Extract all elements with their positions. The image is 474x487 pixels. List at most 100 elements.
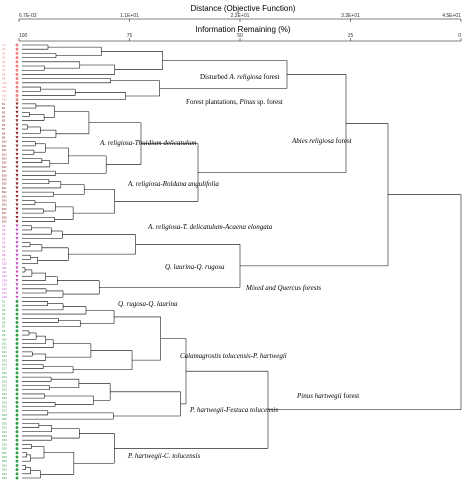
leaf-label: D27 [2, 409, 7, 413]
leaf-label: A13 [2, 93, 7, 97]
distance-axis-title: Distance (Objective Function) [191, 4, 296, 13]
leaf-marker-circle [15, 299, 19, 303]
leaf-marker-triangle [15, 262, 19, 266]
leaf-marker-circle [15, 346, 19, 350]
leaf-marker-triangle [15, 207, 19, 211]
leaf-marker-circle [15, 325, 19, 329]
leaf-marker-triangle [15, 131, 19, 135]
distance-tick-label: 3.3E+01 [341, 13, 360, 19]
leaf-marker-circle [15, 93, 19, 97]
leaf-marker-triangle [15, 110, 19, 114]
leaf-label: B4 [2, 114, 6, 118]
leaf-marker-circle [15, 354, 19, 358]
leaf-label: D24 [2, 396, 7, 400]
leaf-label: D43 [2, 476, 7, 480]
distance-tick-label: 6.7E-03 [19, 13, 37, 19]
distance-tick-label: 1.1E+01 [120, 13, 139, 19]
leaf-label: C3 [2, 232, 6, 236]
clade-label-abies-religiosa-forest: Abies religiosa forest [291, 137, 352, 145]
leaf-label: B20 [2, 182, 7, 186]
clade-label-religiosa-thuidium: A. religiosa-Thuidium delicatulum [99, 139, 196, 147]
leaf-marker-triangle [15, 127, 19, 131]
leaf-marker-triangle [15, 119, 19, 123]
leaf-label: B17 [2, 169, 7, 173]
clade-label-pinus-hartwegii-forest: Pinus hartwegii forest [296, 392, 359, 400]
leaf-label: B26 [2, 207, 7, 211]
leaf-label: D1 [2, 299, 6, 303]
leaf-label: C10 [2, 262, 7, 266]
leaf-label: B3 [2, 110, 6, 114]
leaf-label: D13 [2, 350, 7, 354]
leaf-label: A1 [2, 43, 6, 47]
leaf-label: D42 [2, 472, 7, 476]
leaf-marker-triangle [15, 236, 19, 240]
distance-tick-label: 2.2E+01 [231, 13, 250, 19]
leaf-label: B23 [2, 194, 7, 198]
leaf-marker-triangle [15, 228, 19, 232]
leaf-marker-triangle [15, 140, 19, 144]
leaf-label: C9 [2, 257, 6, 261]
leaf-marker-circle [15, 434, 19, 438]
leaf-label: C6 [2, 245, 6, 249]
leaf-label: A2 [2, 47, 6, 51]
leaf-marker-triangle [15, 182, 19, 186]
leaf-marker-triangle [15, 215, 19, 219]
leaf-marker-circle [15, 363, 19, 366]
clade-label-calamagrostis: Calamagrostis tolucensis-P. hartwegii [180, 352, 287, 360]
leaf-label: D36 [2, 447, 7, 451]
leaf-marker-circle [15, 472, 19, 476]
leaf-marker-circle [15, 304, 19, 308]
leaf-label: D35 [2, 442, 7, 446]
leaf-label: C13 [2, 274, 7, 278]
leaf-label: D21 [2, 384, 7, 388]
leaf-marker-circle [15, 43, 19, 47]
leaf-label: D41 [2, 468, 7, 472]
leaf-label: A5 [2, 60, 6, 64]
leaf-label: B16 [2, 165, 7, 169]
leaf-marker-circle [15, 426, 19, 430]
leaf-label: D12 [2, 346, 7, 350]
leaf-label: B10 [2, 140, 7, 144]
leaf-marker-triangle [15, 224, 19, 228]
leaf-label: A14 [2, 98, 7, 102]
leaf-marker-circle [15, 89, 19, 93]
leaf-label: C17 [2, 291, 7, 295]
leaf-marker-circle [15, 455, 19, 459]
leaf-marker-circle [15, 350, 19, 354]
leaf-label: C5 [2, 241, 6, 245]
leaf-label: C11 [2, 266, 7, 270]
leaf-label: A8 [2, 72, 6, 76]
leaf-label: A12 [2, 89, 7, 93]
leaf-label: D33 [2, 434, 7, 438]
leaf-marker-circle [15, 388, 19, 392]
leaf-marker-circle [15, 64, 19, 68]
leaf-label: B25 [2, 203, 7, 207]
leaf-label: C12 [2, 270, 7, 274]
info-tick-label: 75 [127, 33, 133, 39]
leaf-marker-circle [15, 337, 19, 341]
leaf-label: D32 [2, 430, 7, 434]
leaf-label: B18 [2, 173, 7, 177]
leaf-label: C15 [2, 283, 7, 287]
leaf-label: D25 [2, 400, 7, 404]
info-tick-label: 50 [237, 33, 243, 39]
leaf-label: B13 [2, 152, 7, 156]
leaf-label: A9 [2, 77, 6, 81]
clade-label-laurina-rugosa: Q. laurina-Q. rugosa [165, 263, 225, 271]
leaf-label: D5 [2, 316, 6, 320]
clade-label-hartwegii-festuca: P. hartwegii-Festuca tolucensis [189, 406, 278, 414]
leaf-marker-circle [15, 396, 19, 400]
leaf-marker-circle [15, 430, 19, 434]
leaf-marker-triangle [15, 173, 19, 177]
leaf-marker-triangle [15, 161, 19, 165]
distance-axis-ticks: 6.7E-03 1.1E+01 2.2E+01 3.3E+01 4.5E+01 [18, 13, 462, 22]
clade-label-mixed-quercus: Mixed and Quercus forests [245, 284, 321, 292]
leaf-marker-triangle [15, 152, 19, 156]
leaf-label: D14 [2, 354, 7, 358]
leaf-marker-triangle [15, 203, 19, 207]
leaf-marker-circle [15, 81, 19, 85]
info-axis-ticks: 100 75 50 25 0 [18, 33, 462, 41]
leaf-marker-triangle [15, 169, 19, 173]
leaf-marker-triangle [15, 253, 19, 257]
